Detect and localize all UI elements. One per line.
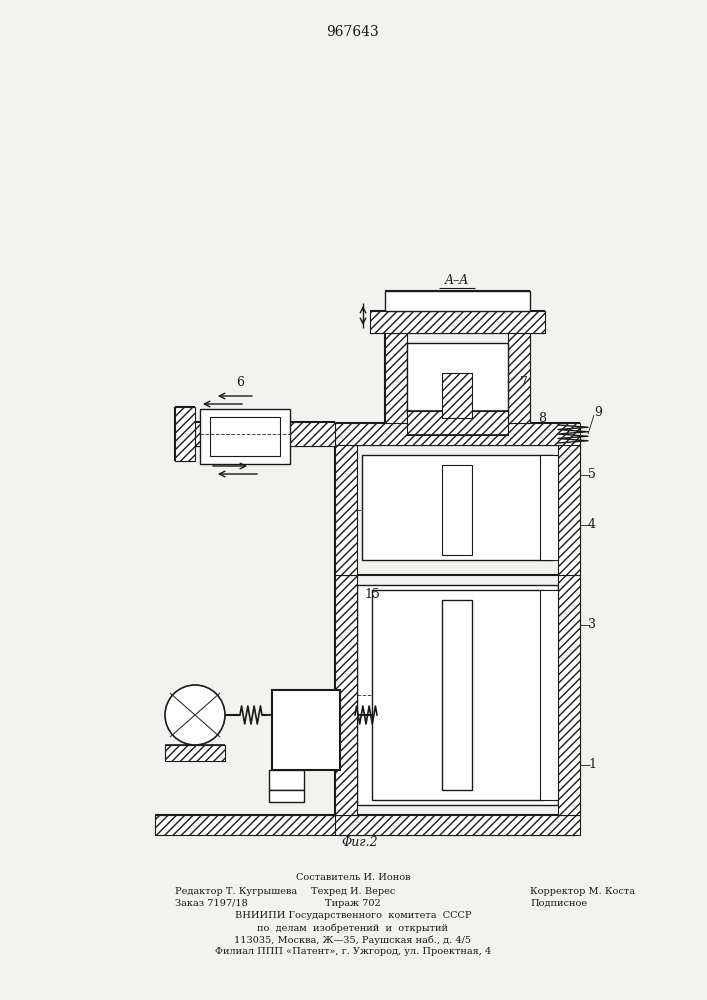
Bar — [165, 745, 225, 761]
Bar — [335, 423, 580, 445]
Bar — [200, 409, 290, 464]
Bar — [442, 600, 472, 790]
Bar — [269, 790, 304, 802]
Text: 113035, Москва, Ж—35, Раушская наб., д. 4/5: 113035, Москва, Ж—35, Раушская наб., д. … — [235, 935, 472, 945]
Text: 1: 1 — [588, 758, 596, 772]
Text: 4: 4 — [588, 518, 596, 532]
Text: по  делам  изобретений  и  открытий: по делам изобретений и открытий — [257, 923, 448, 933]
Bar — [508, 333, 530, 423]
Text: Тираж 702: Тираж 702 — [325, 898, 381, 908]
Text: 3: 3 — [588, 618, 596, 632]
Bar — [385, 291, 530, 311]
Bar — [372, 590, 543, 800]
Bar — [210, 417, 280, 456]
Text: 7: 7 — [520, 376, 528, 389]
Bar — [335, 815, 580, 835]
Text: Подписное: Подписное — [530, 898, 587, 908]
Bar — [442, 373, 472, 418]
Text: Филиал ППП «Патент», г. Ужгород, ул. Проектная, 4: Филиал ППП «Патент», г. Ужгород, ул. Про… — [215, 948, 491, 956]
Bar — [407, 343, 508, 413]
Bar — [407, 411, 508, 435]
Text: 5: 5 — [588, 468, 596, 482]
Bar — [558, 575, 580, 815]
Bar — [385, 333, 407, 423]
Bar — [269, 770, 304, 790]
Text: Φиг.2: Φиг.2 — [341, 836, 378, 848]
Text: 967643: 967643 — [327, 25, 380, 39]
Text: Техред И. Верес: Техред И. Верес — [311, 886, 395, 896]
Bar — [540, 455, 558, 560]
Bar — [357, 585, 558, 805]
Text: ВНИИПИ Государственного  комитета  СССР: ВНИИПИ Государственного комитета СССР — [235, 912, 472, 920]
Text: 9: 9 — [594, 406, 602, 420]
Bar — [272, 690, 340, 770]
Text: Корректор М. Коста: Корректор М. Коста — [530, 886, 635, 896]
Text: 8: 8 — [538, 412, 546, 424]
Bar — [195, 422, 335, 446]
Text: 6: 6 — [236, 375, 244, 388]
Text: Заказ 7197/18: Заказ 7197/18 — [175, 898, 247, 908]
Bar — [335, 445, 357, 575]
Bar — [540, 590, 558, 800]
Bar — [175, 407, 195, 461]
Text: 15: 15 — [364, 588, 380, 601]
Bar — [335, 575, 357, 815]
Bar — [370, 311, 545, 333]
Bar — [558, 445, 580, 575]
Bar — [155, 815, 575, 835]
Text: Редактор Т. Кугрышева: Редактор Т. Кугрышева — [175, 886, 297, 896]
Text: Составитель И. Ионов: Составитель И. Ионов — [296, 874, 410, 882]
Bar — [442, 465, 472, 555]
Text: A–A: A–A — [445, 274, 469, 288]
Bar — [362, 455, 553, 560]
Circle shape — [165, 685, 225, 745]
